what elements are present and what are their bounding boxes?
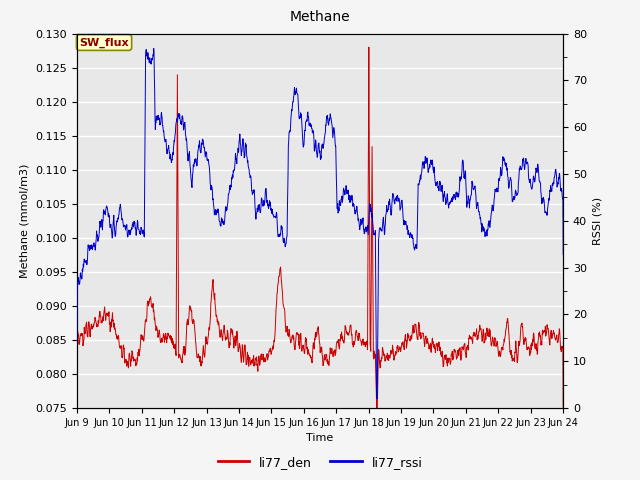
X-axis label: Time: Time [307,433,333,443]
Text: SW_flux: SW_flux [79,37,129,48]
Legend: li77_den, li77_rssi: li77_den, li77_rssi [212,451,428,474]
Y-axis label: RSSI (%): RSSI (%) [593,197,603,245]
Y-axis label: Methane (mmol/m3): Methane (mmol/m3) [20,164,30,278]
Text: Methane: Methane [290,10,350,24]
